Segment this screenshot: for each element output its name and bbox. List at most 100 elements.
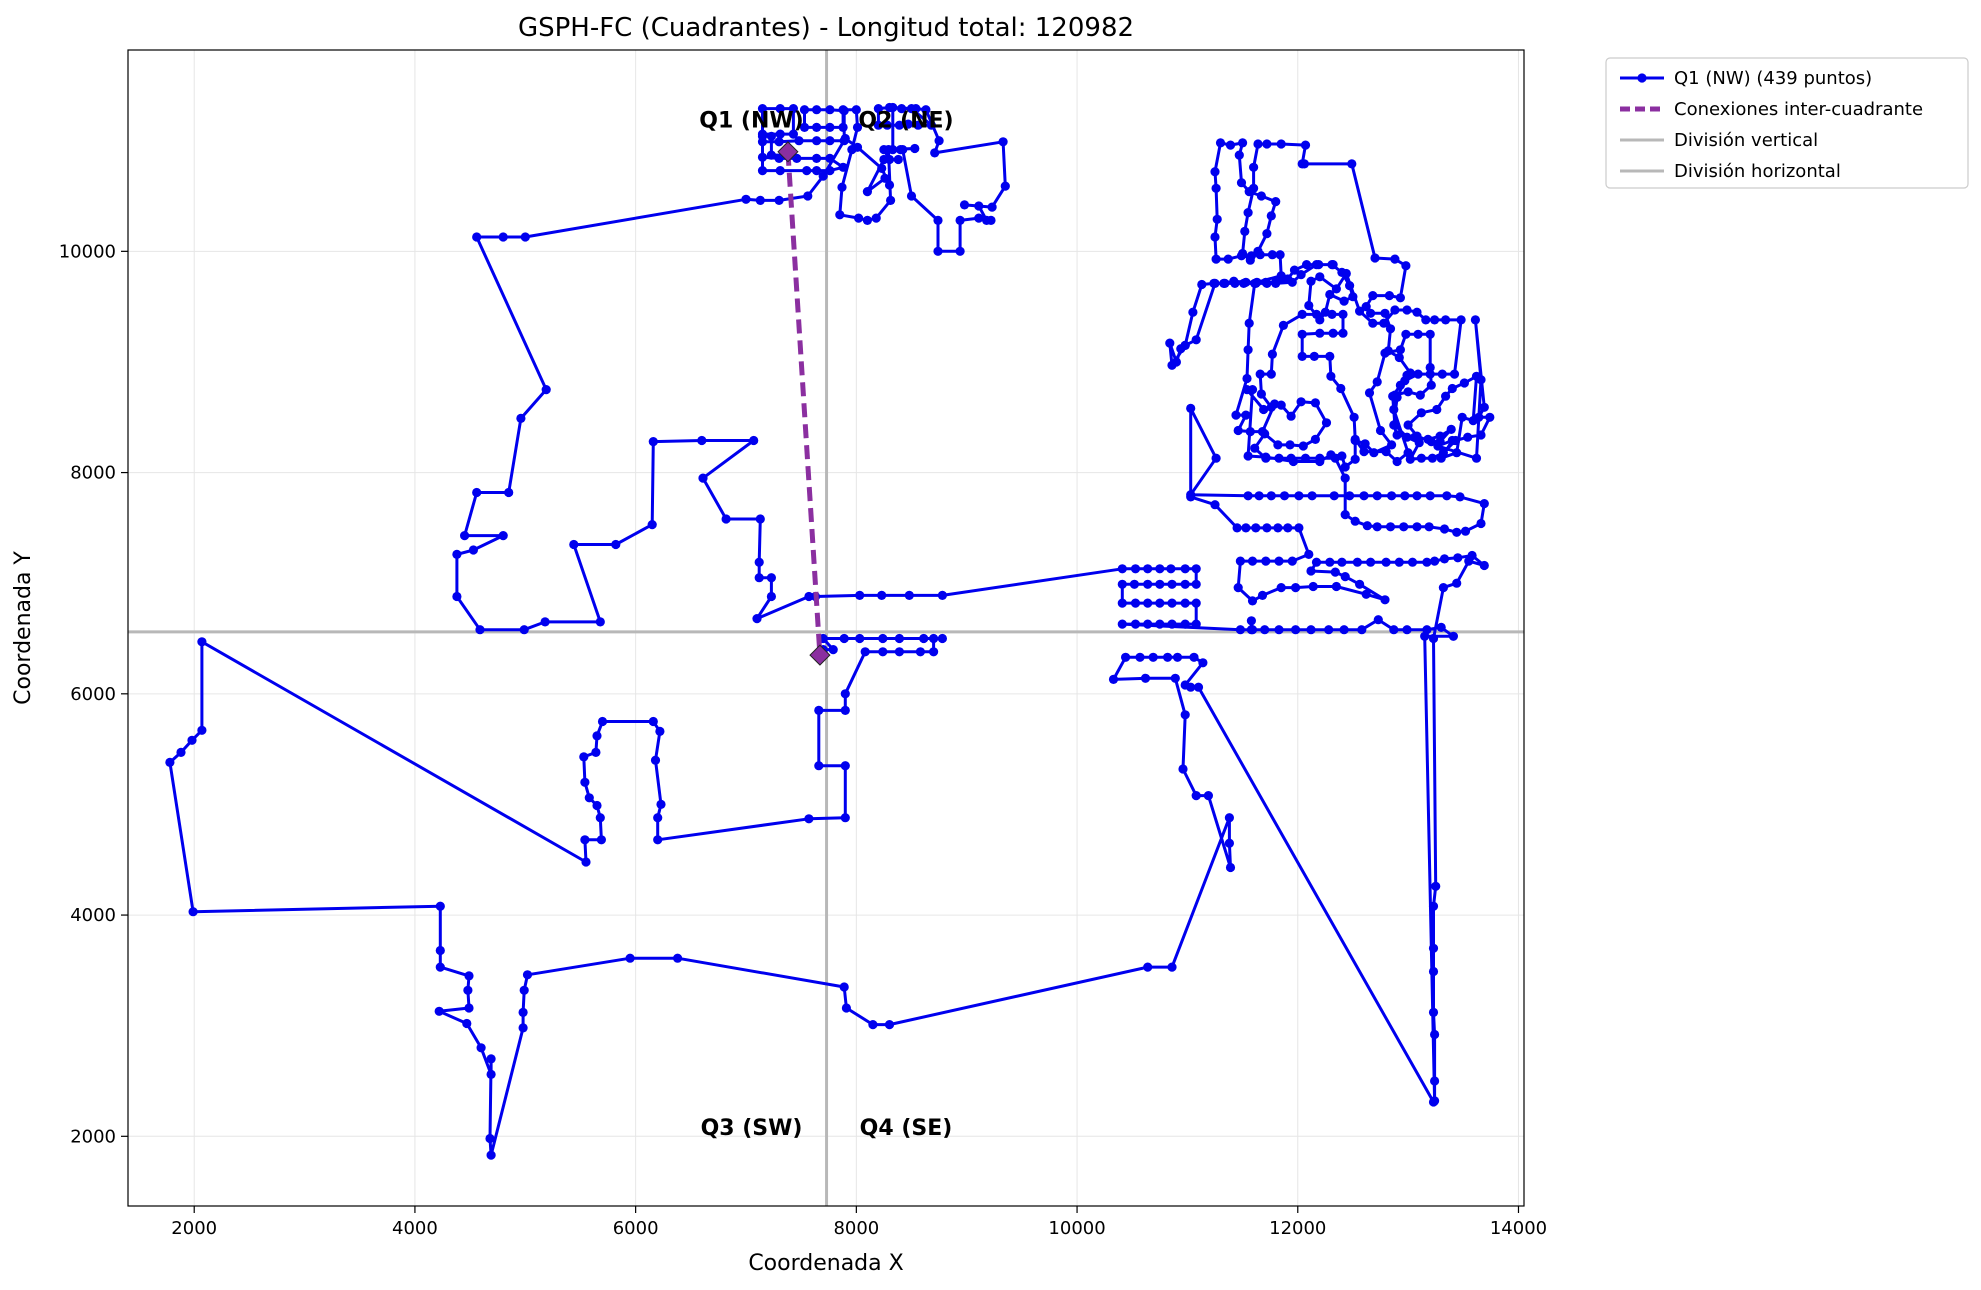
- route-point: [1403, 420, 1413, 430]
- legend-label: Q1 (NW) (439 puntos): [1674, 68, 1872, 89]
- route-point: [1271, 278, 1281, 288]
- route-point: [1210, 500, 1220, 510]
- route-point: [655, 726, 665, 737]
- route-point: [757, 166, 768, 176]
- route-point: [1247, 596, 1258, 606]
- route-point: [518, 1023, 528, 1033]
- route-point: [1300, 453, 1311, 463]
- route-point: [1233, 583, 1243, 593]
- route-point: [812, 122, 822, 132]
- route-point: [1246, 616, 1256, 626]
- route-point: [880, 173, 890, 183]
- route-point: [468, 545, 478, 555]
- route-point: [1432, 404, 1442, 415]
- route-point: [592, 800, 602, 811]
- route-point: [1425, 362, 1435, 373]
- route-point: [799, 105, 810, 115]
- x-tick-label: 14000: [1490, 1218, 1547, 1239]
- route-point: [888, 102, 898, 113]
- route-point: [673, 953, 683, 963]
- chart-title: GSPH-FC (Cuadrantes) - Longitud total: 1…: [518, 13, 1134, 43]
- route-point: [1401, 329, 1411, 339]
- route-point: [1399, 522, 1409, 532]
- route-point: [1459, 378, 1469, 388]
- route-series: [165, 102, 1495, 1160]
- route-point: [1296, 397, 1306, 407]
- route-point: [1412, 491, 1422, 501]
- route-point: [1256, 191, 1266, 201]
- route-point: [1255, 250, 1265, 260]
- route-point: [498, 232, 508, 242]
- route-point: [647, 520, 657, 530]
- route-point: [463, 985, 473, 995]
- route-point: [1243, 345, 1253, 355]
- route-point: [1241, 410, 1251, 420]
- route-point: [812, 166, 822, 176]
- route-point: [1460, 526, 1471, 536]
- route-point: [906, 191, 917, 201]
- route-point: [1294, 523, 1304, 533]
- route-point: [1315, 328, 1325, 338]
- route-point: [1239, 278, 1249, 288]
- route-point: [959, 200, 970, 210]
- route-point: [915, 647, 926, 657]
- route-point: [1340, 473, 1350, 483]
- route-point: [476, 1043, 486, 1053]
- route-point: [1388, 391, 1398, 401]
- route-point: [1225, 140, 1236, 150]
- route-point: [1336, 383, 1346, 394]
- route-point: [839, 982, 849, 992]
- route-point: [1266, 491, 1276, 501]
- route-point: [1430, 1029, 1440, 1040]
- route-point: [1431, 881, 1441, 891]
- route-point: [855, 633, 865, 644]
- route-point: [825, 105, 835, 115]
- route-point: [1251, 523, 1261, 533]
- route-point: [522, 970, 533, 980]
- route-point: [884, 1020, 895, 1030]
- route-point: [1405, 454, 1415, 464]
- route-point: [1211, 254, 1221, 264]
- route-point: [1247, 556, 1258, 566]
- route-point: [1439, 524, 1450, 534]
- route-point: [176, 747, 186, 758]
- route-point: [1320, 307, 1330, 317]
- route-point: [1452, 527, 1462, 537]
- route-point: [1304, 300, 1314, 311]
- route-point: [1178, 764, 1188, 774]
- route-point: [1304, 549, 1314, 560]
- route-point: [906, 104, 917, 114]
- y-tick-label: 6000: [70, 684, 116, 705]
- route-point: [1359, 447, 1369, 457]
- route-line-1: [168, 637, 1435, 1157]
- route-point: [1360, 439, 1370, 449]
- route-point: [1452, 578, 1462, 588]
- route-point: [1324, 625, 1334, 635]
- route-point: [1191, 598, 1201, 608]
- route-point: [1297, 329, 1307, 339]
- route-point: [1407, 557, 1418, 567]
- route-point: [1414, 438, 1424, 448]
- route-point: [812, 136, 822, 146]
- route-point: [894, 647, 905, 657]
- route-point: [1266, 211, 1276, 221]
- legend-entry: Q1 (NW) (439 puntos): [1620, 68, 1872, 89]
- route-point: [1352, 557, 1362, 567]
- route-point: [1230, 278, 1240, 288]
- route-point: [1262, 229, 1272, 239]
- route-point: [1345, 491, 1355, 501]
- route-point: [1155, 564, 1165, 574]
- route-point: [812, 105, 822, 115]
- quadrant-labels: Q1 (NW) Q2 (NE) Q3 (SW) Q4 (SE): [699, 108, 953, 1141]
- route-point: [1274, 453, 1284, 463]
- y-axis-label: Coordenada Y: [11, 551, 36, 705]
- route-point: [1326, 371, 1336, 381]
- inter-quadrant-connection: [785, 151, 823, 656]
- route-point: [597, 716, 608, 727]
- route-point: [792, 153, 802, 163]
- route-point: [1242, 385, 1252, 395]
- route-point: [516, 413, 526, 423]
- route-point: [1359, 491, 1369, 501]
